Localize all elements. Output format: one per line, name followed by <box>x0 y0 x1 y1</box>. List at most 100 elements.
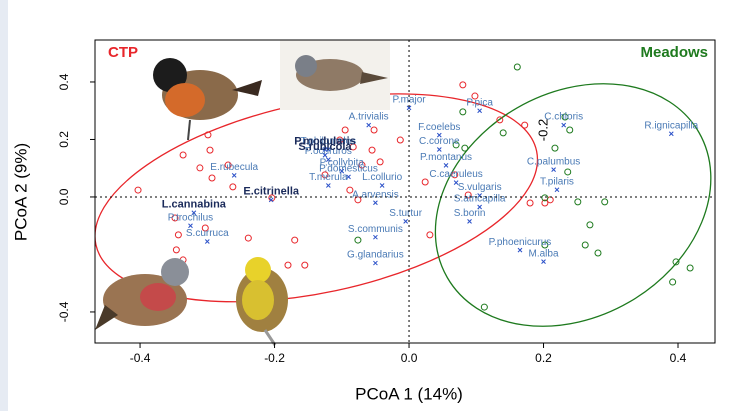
bird-stonechat <box>153 58 262 140</box>
y-tick-label: 0.0 <box>57 188 71 205</box>
species-marker <box>468 219 472 223</box>
species-label: C.corone <box>419 136 460 147</box>
site-point <box>595 250 601 256</box>
group-ellipse <box>391 35 730 374</box>
species-marker <box>552 168 556 172</box>
site-point <box>342 127 348 133</box>
site-point <box>575 199 581 205</box>
species-marker <box>373 261 377 265</box>
species-label: F.coelebs <box>418 122 460 133</box>
site-point <box>209 175 215 181</box>
site-point <box>687 265 693 271</box>
site-point <box>355 237 361 243</box>
chart: PCoA 1 (14%) PCoA 2 (9%) P.majorP.picaC.… <box>0 0 730 411</box>
species-label: S.turtur <box>389 208 422 219</box>
site-point <box>422 179 428 185</box>
site-point <box>371 127 377 133</box>
species-label: G.glandarius <box>347 250 404 261</box>
x-tick-label: -0.2 <box>264 351 285 365</box>
species-label: E.rubecula <box>210 162 258 173</box>
site-point <box>567 127 573 133</box>
species-label: S.atricapilla <box>454 194 506 205</box>
x-axis-label: PCoA 1 (14%) <box>355 384 463 403</box>
site-point <box>500 130 506 136</box>
site-point <box>175 232 181 238</box>
species-marker <box>404 219 408 223</box>
bird-linnet <box>95 258 189 330</box>
species-label: P.trochilus <box>168 212 213 223</box>
page-edge <box>0 0 8 411</box>
species-marker <box>373 235 377 239</box>
species-marker <box>188 224 192 228</box>
y-tick-label: 0.4 <box>57 73 71 90</box>
site-point <box>460 82 466 88</box>
species-label: L.collurio <box>362 172 402 183</box>
species-marker <box>326 183 330 187</box>
x-tick-label: 0.2 <box>535 351 552 365</box>
y-axis-label: PCoA 2 (9%) <box>11 143 30 241</box>
site-point <box>207 147 213 153</box>
species-label: E.citrinella <box>243 186 300 198</box>
species-label: M.alba <box>529 248 559 259</box>
species-marker <box>380 183 384 187</box>
bird-yellowhammer <box>236 257 288 345</box>
site-point <box>522 122 528 128</box>
species-label: P.pica <box>466 97 493 108</box>
site-point <box>292 237 298 243</box>
site-point <box>377 159 383 165</box>
site-point <box>460 109 466 115</box>
species-label: A.trivialis <box>349 112 389 123</box>
site-point <box>565 169 571 175</box>
group-label: Meadows <box>640 44 708 61</box>
species-label: P.phoenicurus <box>489 237 552 248</box>
site-point <box>481 304 487 310</box>
species-label: C.palumbus <box>527 156 580 167</box>
x-tick-label: -0.4 <box>130 351 151 365</box>
species-label: L.cannabina <box>162 199 227 211</box>
site-point <box>135 187 141 193</box>
species-marker <box>542 260 546 264</box>
species-marker <box>478 109 482 113</box>
species-label: T.merula <box>309 172 348 183</box>
group-label: CTP <box>108 44 138 61</box>
species-label: T.pilaris <box>540 176 574 187</box>
species-label: S.rubicola <box>298 141 352 153</box>
site-point <box>587 222 593 228</box>
site-point <box>230 184 236 190</box>
species-marker <box>444 163 448 167</box>
site-point <box>397 137 403 143</box>
site-point <box>369 147 375 153</box>
species-label: A.arvensis <box>352 189 399 200</box>
site-point <box>462 145 468 151</box>
site-point <box>173 247 179 253</box>
species-marker <box>232 173 236 177</box>
x-tick-label: 0.0 <box>401 351 418 365</box>
y-tick-label: -0.4 <box>57 301 71 322</box>
x-tick-label: 0.4 <box>670 351 687 365</box>
site-point <box>180 152 186 158</box>
site-point <box>285 262 291 268</box>
species-label: P.montanus <box>420 152 472 163</box>
species-label: S.communis <box>348 224 403 235</box>
species-marker <box>205 240 209 244</box>
site-point <box>582 242 588 248</box>
species-label: S.vulgaris <box>458 182 502 193</box>
species-marker <box>518 248 522 252</box>
bird-dunnock <box>280 40 390 110</box>
species-marker <box>555 188 559 192</box>
y-tick-label: 0.2 <box>57 131 71 148</box>
species-marker <box>669 132 673 136</box>
site-point <box>245 235 251 241</box>
species-label: R.ignicapilla <box>644 120 698 131</box>
species-label: S.borin <box>454 208 486 219</box>
site-point <box>302 262 308 268</box>
species-marker <box>562 123 566 127</box>
species-label: C.caeruleus <box>429 169 482 180</box>
annotation: -0.2 <box>535 119 550 141</box>
site-point <box>527 200 533 206</box>
species-marker <box>367 123 371 127</box>
site-point <box>514 64 520 70</box>
species-marker <box>437 148 441 152</box>
site-point <box>197 165 203 171</box>
species-marker <box>373 201 377 205</box>
